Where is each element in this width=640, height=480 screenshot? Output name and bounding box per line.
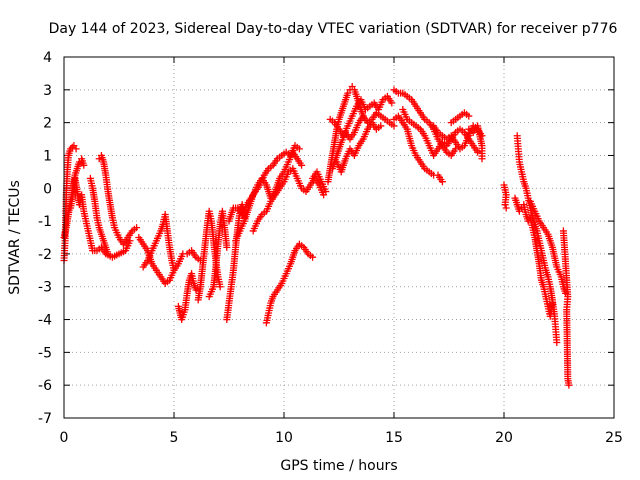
data-point xyxy=(322,188,330,196)
data-point xyxy=(438,178,446,186)
y-tick-label: 2 xyxy=(43,116,52,132)
plot-frame xyxy=(63,56,615,419)
data-point xyxy=(502,204,510,212)
y-tick-label: -2 xyxy=(38,247,52,263)
data-point xyxy=(309,253,317,261)
x-tick-label: 25 xyxy=(605,430,623,446)
chart-title: Day 144 of 2023, Sidereal Day-to-day VTE… xyxy=(49,21,618,37)
data-point xyxy=(80,161,88,169)
y-tick-label: 3 xyxy=(43,83,52,99)
data-point xyxy=(72,145,80,153)
data-point xyxy=(565,381,573,389)
y-tick-label: -1 xyxy=(38,214,52,230)
x-tick-label: 20 xyxy=(495,430,513,446)
x-tick-label: 10 xyxy=(275,430,293,446)
data-point xyxy=(548,299,556,307)
data-point xyxy=(377,122,385,130)
data-point xyxy=(104,250,112,258)
data-points xyxy=(60,83,573,389)
data-point xyxy=(192,286,200,294)
y-tick-label: -7 xyxy=(38,411,52,427)
x-tick-label: 0 xyxy=(60,430,69,446)
y-tick-label: -6 xyxy=(38,378,52,394)
y-tick-label: -4 xyxy=(38,313,52,329)
y-tick-label: 4 xyxy=(43,50,52,66)
y-tick-label: 1 xyxy=(43,148,52,164)
x-axis-label: GPS time / hours xyxy=(280,458,397,474)
data-point xyxy=(68,143,76,151)
data-point xyxy=(295,145,303,153)
y-tick-label: 0 xyxy=(43,181,52,197)
data-point xyxy=(501,201,509,209)
data-point xyxy=(216,283,224,291)
axis-ticks: 0 5 10 15 20 25 -7 -6 -5 -4 -3 -2 -1 0 1 2 3 4 xyxy=(38,50,623,446)
data-point xyxy=(465,112,473,120)
data-point xyxy=(474,148,482,156)
y-tick-label: -5 xyxy=(38,345,52,361)
data-point xyxy=(478,155,486,163)
x-tick-label: 15 xyxy=(385,430,403,446)
data-point xyxy=(133,224,141,232)
data-point xyxy=(298,161,306,169)
data-point xyxy=(390,122,398,130)
x-tick-label: 5 xyxy=(170,430,179,446)
y-axis-label: SDTVAR / TECUs xyxy=(7,180,23,295)
data-point xyxy=(223,243,231,251)
data-point xyxy=(553,339,561,347)
y-tick-label: -3 xyxy=(38,280,52,296)
data-point xyxy=(388,99,396,107)
